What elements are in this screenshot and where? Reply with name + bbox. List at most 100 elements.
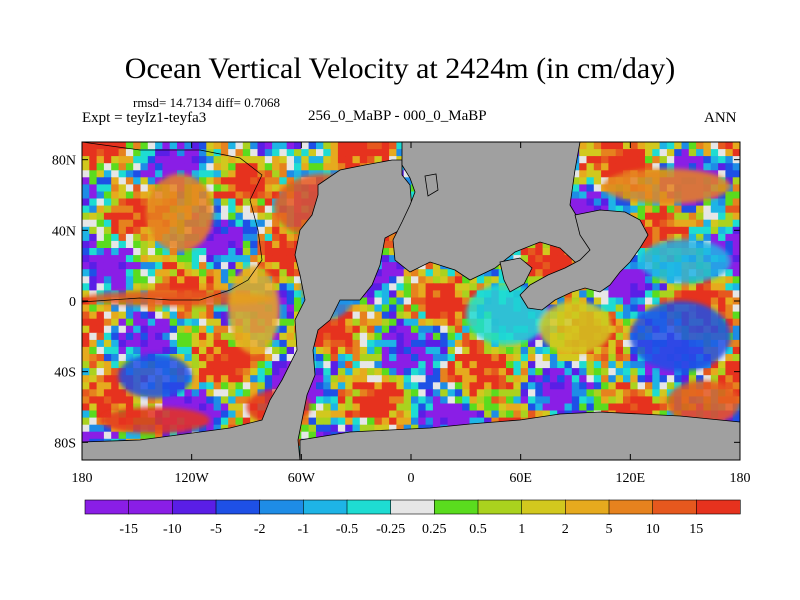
field-cell [235, 212, 244, 221]
field-cell [301, 142, 310, 150]
field-cell [396, 424, 405, 433]
field-cell [710, 205, 719, 214]
field-cell [155, 431, 163, 440]
field-cell [140, 346, 149, 355]
field-cell [199, 177, 207, 185]
field-cell [674, 375, 683, 383]
field-cell [484, 396, 492, 405]
field-cell [308, 142, 317, 150]
field-cell [257, 191, 266, 200]
field-cell [725, 283, 734, 291]
field-cell [593, 170, 602, 178]
field-cell [330, 346, 339, 355]
field-cell [623, 339, 631, 348]
field-cell [220, 142, 229, 150]
field-cell [498, 276, 507, 284]
field-cell [396, 283, 405, 291]
field-cell [213, 410, 222, 419]
field-cell [184, 156, 193, 164]
field-cell [659, 226, 668, 235]
field-cell [125, 156, 134, 164]
field-cell [133, 248, 142, 256]
field-cell [103, 346, 112, 355]
field-cell [601, 290, 609, 299]
field-cell [242, 226, 251, 235]
field-cell [103, 184, 112, 193]
field-cell [630, 205, 639, 214]
field-cell [374, 269, 383, 277]
field-cell [718, 212, 726, 221]
field-cell [206, 410, 215, 419]
field-cell [242, 219, 251, 228]
field-cell [184, 170, 193, 178]
field-cell [520, 248, 529, 256]
field-cell [330, 389, 339, 397]
field-cell [688, 156, 697, 164]
field-cell [681, 226, 690, 235]
field-cell [374, 354, 383, 362]
field-cell [403, 410, 412, 419]
field-cell [191, 248, 200, 256]
field-cell [316, 163, 324, 171]
field-cell [162, 163, 171, 171]
field-cell [264, 240, 273, 249]
field-cell [608, 142, 617, 150]
field-cell [418, 417, 427, 426]
field-cell [718, 361, 726, 369]
field-cell [666, 226, 675, 235]
field-cell [528, 354, 536, 362]
field-cell [140, 149, 149, 157]
field-cell [623, 163, 631, 171]
colorbar-box [652, 499, 698, 515]
field-cell [272, 219, 280, 228]
field-cell [593, 346, 602, 355]
field-cell [374, 368, 383, 376]
field-cell [257, 368, 266, 376]
field-cell [381, 283, 390, 291]
field-cell [111, 431, 120, 440]
colorbar-label: 5 [606, 522, 613, 537]
field-cell [352, 382, 361, 390]
field-cell [96, 191, 105, 200]
field-cell [476, 417, 485, 426]
field-cell [396, 346, 405, 355]
field-cell [374, 410, 383, 419]
field-cell [140, 205, 149, 214]
field-cell [630, 403, 639, 412]
field-cell [169, 149, 178, 157]
field-cell [82, 325, 90, 334]
field-cell [133, 142, 142, 150]
field-cell [440, 354, 449, 362]
field-cell [345, 368, 354, 376]
field-cell [279, 248, 288, 256]
field-cell [213, 205, 222, 214]
field-cell [235, 170, 244, 178]
field-cell [725, 177, 734, 185]
field-cell [257, 156, 266, 164]
field-cell [688, 149, 697, 157]
field-cell [710, 198, 719, 207]
field-cell [586, 382, 595, 390]
field-cell [389, 262, 397, 270]
field-cell [133, 205, 142, 214]
field-cell [140, 191, 149, 200]
field-cell [725, 304, 734, 313]
field-cell [118, 346, 127, 355]
field-cell [703, 297, 712, 306]
field-cell [359, 297, 368, 306]
field-cell [403, 304, 412, 313]
field-cell [184, 332, 193, 341]
field-cell [257, 184, 266, 193]
field-cell [725, 375, 734, 383]
field-cell [440, 417, 449, 426]
field-cell [213, 269, 222, 277]
field-cell [601, 346, 609, 355]
field-cell [498, 346, 507, 355]
field-cell [133, 346, 142, 355]
field-cell [279, 361, 288, 369]
field-cell [279, 311, 288, 320]
field-cell [367, 149, 375, 157]
field-cell [286, 149, 295, 157]
field-cell [447, 368, 456, 376]
field-cell [623, 276, 631, 284]
